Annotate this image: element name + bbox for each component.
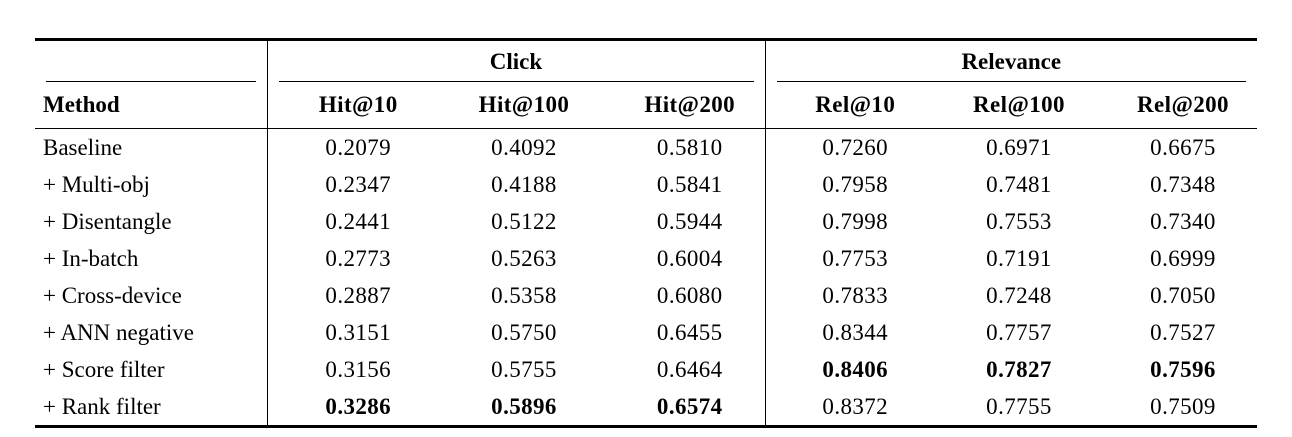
value-cell: 0.7753 xyxy=(764,240,929,277)
value-cell: 0.7509 xyxy=(1150,393,1216,419)
value-cell: 0.7998 xyxy=(764,203,929,240)
column-header-method: Method xyxy=(35,82,267,129)
group-header-spacer xyxy=(35,40,267,83)
value-cell: 0.8372 xyxy=(764,388,929,427)
method-label: + Cross-device xyxy=(43,282,182,308)
column-header-hit-10: Hit@10 xyxy=(266,82,433,129)
method-label: + Multi-obj xyxy=(43,171,150,197)
value-cell: 0.3286 xyxy=(266,388,433,427)
value-cell: 0.7757 xyxy=(986,319,1052,345)
value-cell: 0.6464 xyxy=(656,356,723,382)
value-cell: 0.6574 xyxy=(656,393,723,419)
value-cell: 0.3156 xyxy=(266,351,433,388)
value-cell: 0.7260 xyxy=(764,128,929,166)
value-cell: 0.7348 xyxy=(1150,171,1216,197)
column-header-hit-200: Hit@200 xyxy=(599,82,765,129)
method-label: + Disentangle xyxy=(43,208,172,234)
value-cell: 0.6455 xyxy=(656,319,723,345)
method-label: + Rank filter xyxy=(43,393,161,419)
value-cell: 0.2887 xyxy=(266,277,433,314)
value-cell: 0.6971 xyxy=(986,134,1052,160)
group-header-click: Click xyxy=(266,39,765,82)
method-label: + ANN negative xyxy=(43,319,194,345)
method-label: + Score filter xyxy=(43,356,165,382)
value-cell: 0.7833 xyxy=(764,277,929,314)
value-cell: 0.5810 xyxy=(656,134,723,160)
value-cell: 0.3151 xyxy=(266,314,433,351)
value-cell: 0.6999 xyxy=(1150,245,1216,271)
table-row-rank-filter: + Rank filter 0.3286 0.5896 0.6574 0.837… xyxy=(35,388,1257,427)
value-cell: 0.7596 xyxy=(1150,356,1216,382)
value-cell: 0.5755 xyxy=(491,356,557,382)
value-cell: 0.7553 xyxy=(986,208,1052,234)
value-cell: 0.5750 xyxy=(491,319,557,345)
column-header-row: Method Hit@10 Hit@100 Hit@200 Rel@10 Rel… xyxy=(35,82,1258,129)
value-cell: 0.2079 xyxy=(266,128,433,166)
column-header-rel-10: Rel@10 xyxy=(764,82,929,129)
group-header-row: Click Relevance xyxy=(35,39,1258,83)
column-header-rel-200: Rel@200 xyxy=(1093,82,1258,129)
table-row-ann-negative: + ANN negative 0.3151 0.5750 0.6455 0.83… xyxy=(35,314,1257,351)
table-row-in-batch: + In-batch 0.2773 0.5263 0.6004 0.7753 0… xyxy=(35,240,1257,277)
table-row-score-filter: + Score filter 0.3156 0.5755 0.6464 0.84… xyxy=(35,351,1257,388)
value-cell: 0.7958 xyxy=(764,166,929,203)
table-row-cross-device: + Cross-device 0.2887 0.5358 0.6080 0.78… xyxy=(35,277,1257,314)
value-cell: 0.5358 xyxy=(491,282,557,308)
value-cell: 0.4188 xyxy=(491,171,557,197)
value-cell: 0.5263 xyxy=(491,245,557,271)
value-cell: 0.8344 xyxy=(764,314,929,351)
value-cell: 0.5896 xyxy=(491,393,557,419)
ablation-results-table: Click Relevance Method Hit@10 Hit@100 Hi… xyxy=(35,38,1258,428)
value-cell: 0.5841 xyxy=(656,171,723,197)
value-cell: 0.5944 xyxy=(656,208,723,234)
value-cell: 0.7755 xyxy=(986,393,1052,419)
value-cell: 0.6004 xyxy=(656,245,723,271)
value-cell: 0.4092 xyxy=(491,134,557,160)
value-cell: 0.6080 xyxy=(656,282,723,308)
value-cell: 0.2773 xyxy=(266,240,433,277)
value-cell: 0.8406 xyxy=(764,351,929,388)
value-cell: 0.7827 xyxy=(986,356,1052,382)
value-cell: 0.5122 xyxy=(491,208,557,234)
value-cell: 0.2347 xyxy=(266,166,433,203)
method-label: Baseline xyxy=(43,134,123,160)
column-header-hit-100: Hit@100 xyxy=(433,82,599,129)
table-row-disentangle: + Disentangle 0.2441 0.5122 0.5944 0.799… xyxy=(35,203,1257,240)
group-header-relevance: Relevance xyxy=(764,39,1258,82)
value-cell: 0.7340 xyxy=(1150,208,1216,234)
column-header-rel-100: Rel@100 xyxy=(929,82,1093,129)
value-cell: 0.6675 xyxy=(1150,134,1216,160)
table-row-baseline: Baseline 0.2079 0.4092 0.5810 0.7260 0.6… xyxy=(35,128,1257,166)
value-cell: 0.2441 xyxy=(266,203,433,240)
method-label: + In-batch xyxy=(43,245,139,271)
table-row-multi-obj: + Multi-obj 0.2347 0.4188 0.5841 0.7958 … xyxy=(35,166,1257,203)
value-cell: 0.7481 xyxy=(986,171,1052,197)
value-cell: 0.7050 xyxy=(1150,282,1216,308)
value-cell: 0.7248 xyxy=(986,282,1052,308)
value-cell: 0.7527 xyxy=(1150,319,1216,345)
value-cell: 0.7191 xyxy=(986,245,1052,271)
